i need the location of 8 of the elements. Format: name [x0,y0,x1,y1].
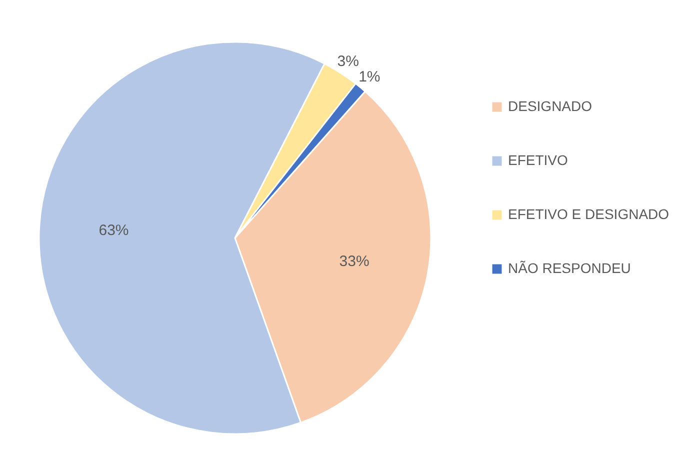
legend-label: DESIGNADO [508,98,592,114]
legend-label: NÃO RESPONDEU [508,260,631,276]
data-label: 63% [98,222,129,239]
legend-label: EFETIVO E DESIGNADO [508,206,670,222]
legend-label: EFETIVO [508,152,568,168]
data-label: 3% [337,53,359,70]
data-label: 33% [339,253,370,270]
data-label: 1% [358,68,380,86]
